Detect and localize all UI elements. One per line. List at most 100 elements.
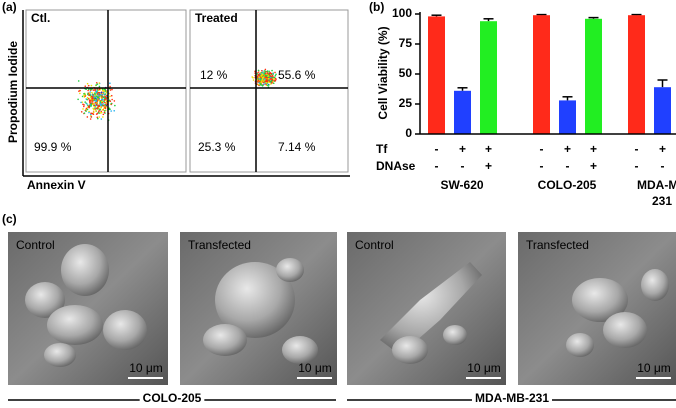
- event-dot: [268, 73, 271, 76]
- sem-image: [180, 232, 337, 385]
- event-dot: [83, 94, 85, 97]
- event-dot: [265, 81, 268, 84]
- event-dot: [266, 78, 268, 81]
- event-dot: [87, 88, 90, 90]
- panel-label: (a): [2, 0, 17, 14]
- quadrant-value: 99.9 %: [34, 140, 72, 154]
- event-dot: [109, 85, 111, 88]
- treatment-sign: +: [590, 142, 597, 156]
- group-label: COLO-205: [143, 391, 202, 405]
- event-dot: [263, 79, 266, 81]
- group-label: MDA-MB-231: [475, 391, 549, 405]
- panel-label: (c): [2, 212, 17, 226]
- event-dot: [89, 96, 92, 99]
- event-dot: [264, 71, 267, 73]
- event-dot: [257, 71, 259, 74]
- event-dot: [108, 99, 111, 102]
- bar: [654, 87, 671, 134]
- event-dot: [89, 113, 92, 116]
- x-tick-line: COLO-205: [538, 178, 597, 192]
- event-dot: [84, 101, 86, 103]
- sem-image: [8, 232, 168, 385]
- event-dot: [266, 72, 269, 75]
- treatment-sign: +: [485, 142, 492, 156]
- bar: [628, 15, 645, 135]
- event-dot: [92, 107, 94, 110]
- event-dot: [274, 79, 277, 82]
- event-dot: [81, 95, 84, 98]
- scale-label: 10 μm: [467, 361, 501, 375]
- x-tick-line: MDA-MB: [637, 178, 676, 192]
- scale-label: 10 μm: [129, 361, 163, 375]
- event-dot: [108, 107, 110, 110]
- event-dot: [265, 75, 268, 77]
- event-dot: [88, 111, 90, 114]
- event-dot: [82, 108, 84, 110]
- x-tick-label: SW-620: [440, 178, 483, 192]
- sem-image: [347, 232, 506, 385]
- x-tick-line: 231: [652, 194, 672, 208]
- event-dot: [97, 95, 99, 97]
- event-dot: [252, 79, 255, 81]
- event-dot: [257, 79, 260, 82]
- event-dot: [263, 83, 265, 85]
- event-dot: [259, 80, 261, 83]
- event-dot: [85, 102, 88, 105]
- event-dot: [114, 104, 116, 107]
- event-dot: [83, 92, 85, 95]
- event-dot: [113, 109, 116, 112]
- treatment-sign: +: [485, 159, 492, 173]
- event-dot: [96, 83, 99, 85]
- event-dot: [102, 116, 104, 118]
- x-axis-label: Annexin V: [27, 178, 86, 192]
- event-dot: [90, 116, 93, 118]
- treatment-sign: +: [564, 142, 571, 156]
- event-dot: [98, 82, 101, 84]
- event-dot: [87, 84, 90, 87]
- event-dot: [270, 72, 273, 75]
- event-dot: [263, 73, 265, 75]
- event-dot: [100, 91, 103, 94]
- event-dot: [265, 84, 268, 87]
- event-dot: [261, 73, 263, 75]
- treatment-sign: -: [435, 142, 439, 156]
- event-dot: [267, 75, 269, 78]
- event-dot: [102, 93, 104, 96]
- event-dot: [264, 75, 267, 77]
- event-dot: [271, 69, 273, 72]
- treatment-sign: -: [461, 159, 465, 173]
- event-dot: [84, 95, 86, 97]
- quadrant-value: 7.14 %: [278, 140, 316, 154]
- event-dot: [260, 76, 262, 79]
- event-dot: [92, 113, 95, 116]
- event-dot: [104, 103, 106, 106]
- event-dot: [77, 98, 79, 101]
- event-dot: [94, 88, 96, 91]
- event-dot: [85, 110, 87, 112]
- event-dot: [87, 89, 89, 92]
- event-dot: [104, 97, 106, 100]
- event-dot: [110, 102, 113, 105]
- event-dot: [109, 82, 111, 85]
- event-dot: [102, 89, 104, 92]
- event-dot: [259, 84, 261, 86]
- event-dot: [101, 104, 104, 107]
- event-dot: [91, 97, 93, 99]
- event-dot: [266, 70, 269, 72]
- event-dot: [103, 99, 106, 101]
- event-dot: [96, 102, 98, 104]
- y-tick-label: 0: [405, 126, 412, 140]
- event-dot: [88, 92, 91, 95]
- event-dot: [100, 118, 103, 120]
- event-dot: [271, 82, 273, 84]
- sem-images: [8, 232, 676, 385]
- treatment-sign: -: [435, 159, 439, 173]
- event-dot: [273, 76, 276, 79]
- event-dot: [88, 100, 91, 103]
- event-dot: [88, 93, 91, 96]
- event-dot: [265, 80, 268, 83]
- bar: [585, 18, 602, 134]
- event-dot: [103, 105, 105, 107]
- event-dot: [95, 95, 98, 97]
- event-dot: [94, 104, 97, 107]
